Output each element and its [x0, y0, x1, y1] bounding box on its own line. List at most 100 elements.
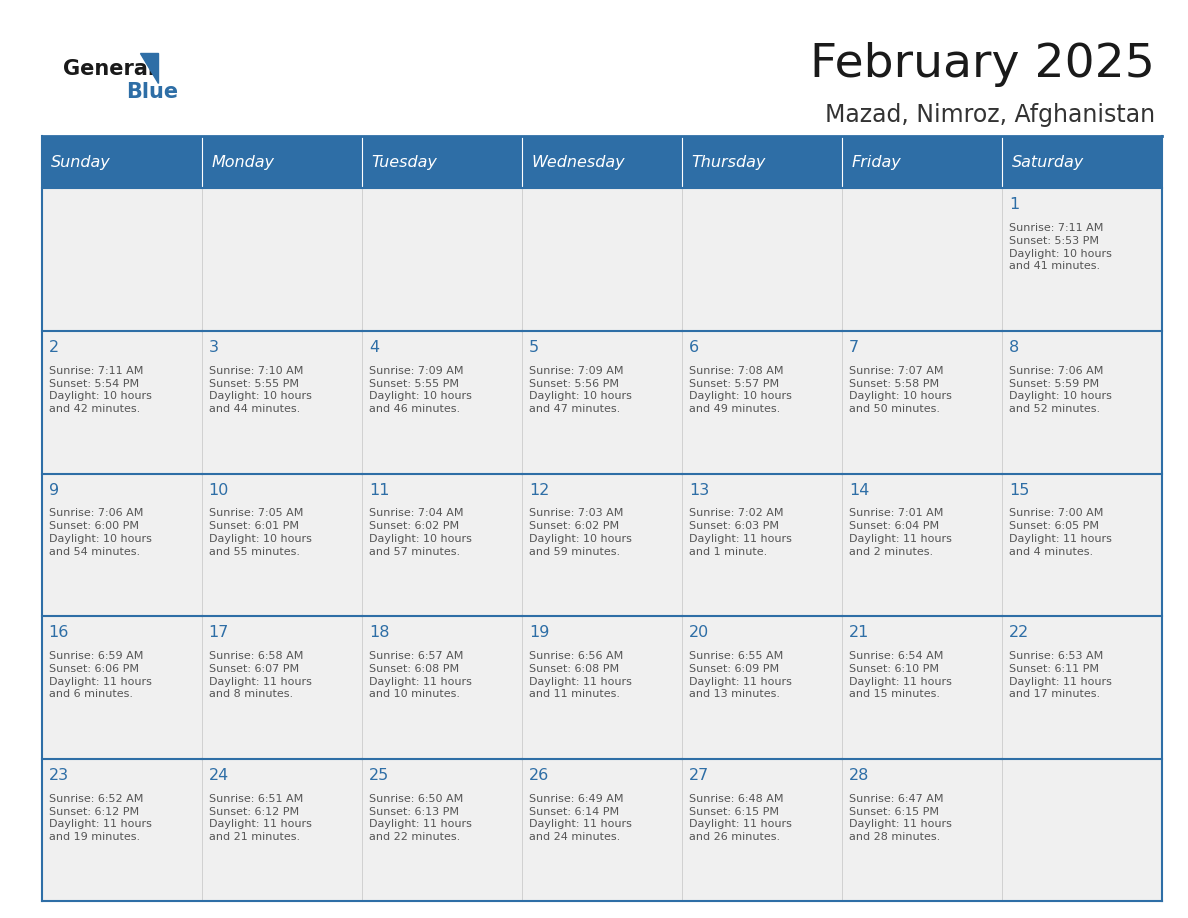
Bar [42, 759, 202, 901]
Text: Sunrise: 7:00 AM
Sunset: 6:05 PM
Daylight: 11 hours
and 4 minutes.: Sunrise: 7:00 AM Sunset: 6:05 PM Dayligh… [1009, 509, 1112, 557]
Bar [842, 474, 1001, 616]
Text: 11: 11 [368, 483, 390, 498]
Text: Sunrise: 6:49 AM
Sunset: 6:14 PM
Daylight: 11 hours
and 24 minutes.: Sunrise: 6:49 AM Sunset: 6:14 PM Dayligh… [529, 794, 632, 842]
Text: Blue: Blue [126, 82, 178, 102]
Bar [842, 759, 1001, 901]
Bar [842, 188, 1001, 330]
Bar [361, 330, 522, 474]
Text: Sunrise: 7:04 AM
Sunset: 6:02 PM
Daylight: 10 hours
and 57 minutes.: Sunrise: 7:04 AM Sunset: 6:02 PM Dayligh… [368, 509, 472, 557]
Text: Sunrise: 7:09 AM
Sunset: 5:56 PM
Daylight: 10 hours
and 47 minutes.: Sunrise: 7:09 AM Sunset: 5:56 PM Dayligh… [529, 365, 632, 414]
Text: Sunrise: 7:03 AM
Sunset: 6:02 PM
Daylight: 10 hours
and 59 minutes.: Sunrise: 7:03 AM Sunset: 6:02 PM Dayligh… [529, 509, 632, 557]
Text: 25: 25 [368, 768, 388, 783]
Text: 8: 8 [1009, 340, 1019, 355]
Text: Mazad, Nimroz, Afghanistan: Mazad, Nimroz, Afghanistan [824, 103, 1155, 127]
Text: Sunrise: 6:50 AM
Sunset: 6:13 PM
Daylight: 11 hours
and 22 minutes.: Sunrise: 6:50 AM Sunset: 6:13 PM Dayligh… [368, 794, 472, 842]
Bar [202, 136, 361, 188]
Bar [522, 616, 682, 759]
Text: 22: 22 [1009, 625, 1029, 641]
Text: Sunrise: 6:51 AM
Sunset: 6:12 PM
Daylight: 11 hours
and 21 minutes.: Sunrise: 6:51 AM Sunset: 6:12 PM Dayligh… [209, 794, 311, 842]
Text: 17: 17 [209, 625, 229, 641]
Bar [842, 616, 1001, 759]
Text: Sunday: Sunday [51, 154, 110, 170]
Text: 28: 28 [849, 768, 870, 783]
Bar [682, 136, 842, 188]
Text: 14: 14 [849, 483, 870, 498]
Text: Sunrise: 6:58 AM
Sunset: 6:07 PM
Daylight: 11 hours
and 8 minutes.: Sunrise: 6:58 AM Sunset: 6:07 PM Dayligh… [209, 651, 311, 700]
Bar [202, 474, 361, 616]
Text: 5: 5 [529, 340, 539, 355]
Text: 23: 23 [49, 768, 69, 783]
Bar [361, 188, 522, 330]
Text: Tuesday: Tuesday [372, 154, 437, 170]
Text: 1: 1 [1009, 197, 1019, 212]
Bar [842, 136, 1001, 188]
Bar [361, 474, 522, 616]
Bar [202, 330, 361, 474]
Bar [522, 188, 682, 330]
Bar [202, 759, 361, 901]
Bar [682, 474, 842, 616]
Text: 16: 16 [49, 625, 69, 641]
Polygon shape [140, 53, 158, 83]
Text: Sunrise: 7:05 AM
Sunset: 6:01 PM
Daylight: 10 hours
and 55 minutes.: Sunrise: 7:05 AM Sunset: 6:01 PM Dayligh… [209, 509, 311, 557]
Text: Sunrise: 6:59 AM
Sunset: 6:06 PM
Daylight: 11 hours
and 6 minutes.: Sunrise: 6:59 AM Sunset: 6:06 PM Dayligh… [49, 651, 152, 700]
Bar [1001, 616, 1162, 759]
Bar [682, 188, 842, 330]
Bar [361, 759, 522, 901]
Bar [522, 474, 682, 616]
Text: February 2025: February 2025 [810, 41, 1155, 87]
Text: 2: 2 [49, 340, 59, 355]
Text: 21: 21 [849, 625, 870, 641]
Text: 6: 6 [689, 340, 699, 355]
Text: Sunrise: 7:07 AM
Sunset: 5:58 PM
Daylight: 10 hours
and 50 minutes.: Sunrise: 7:07 AM Sunset: 5:58 PM Dayligh… [849, 365, 952, 414]
Text: Sunrise: 7:10 AM
Sunset: 5:55 PM
Daylight: 10 hours
and 44 minutes.: Sunrise: 7:10 AM Sunset: 5:55 PM Dayligh… [209, 365, 311, 414]
Text: Sunrise: 6:57 AM
Sunset: 6:08 PM
Daylight: 11 hours
and 10 minutes.: Sunrise: 6:57 AM Sunset: 6:08 PM Dayligh… [368, 651, 472, 700]
Bar [522, 759, 682, 901]
Bar [682, 616, 842, 759]
Bar [42, 136, 202, 188]
Text: Wednesday: Wednesday [531, 154, 625, 170]
Text: Sunrise: 6:55 AM
Sunset: 6:09 PM
Daylight: 11 hours
and 13 minutes.: Sunrise: 6:55 AM Sunset: 6:09 PM Dayligh… [689, 651, 791, 700]
Text: Sunrise: 7:11 AM
Sunset: 5:53 PM
Daylight: 10 hours
and 41 minutes.: Sunrise: 7:11 AM Sunset: 5:53 PM Dayligh… [1009, 223, 1112, 272]
Text: 7: 7 [849, 340, 859, 355]
Bar [42, 188, 202, 330]
Text: 24: 24 [209, 768, 229, 783]
Text: 19: 19 [529, 625, 549, 641]
Text: 26: 26 [529, 768, 549, 783]
Bar [842, 330, 1001, 474]
Text: 9: 9 [49, 483, 59, 498]
Text: 12: 12 [529, 483, 549, 498]
Bar [1001, 759, 1162, 901]
Bar [1001, 474, 1162, 616]
Text: Sunrise: 6:52 AM
Sunset: 6:12 PM
Daylight: 11 hours
and 19 minutes.: Sunrise: 6:52 AM Sunset: 6:12 PM Dayligh… [49, 794, 152, 842]
Bar [1001, 188, 1162, 330]
Bar [522, 136, 682, 188]
Text: Sunrise: 7:11 AM
Sunset: 5:54 PM
Daylight: 10 hours
and 42 minutes.: Sunrise: 7:11 AM Sunset: 5:54 PM Dayligh… [49, 365, 152, 414]
Text: 18: 18 [368, 625, 390, 641]
Bar [1001, 330, 1162, 474]
Bar [202, 616, 361, 759]
Bar [1001, 136, 1162, 188]
Text: Sunrise: 7:06 AM
Sunset: 5:59 PM
Daylight: 10 hours
and 52 minutes.: Sunrise: 7:06 AM Sunset: 5:59 PM Dayligh… [1009, 365, 1112, 414]
Bar [42, 330, 202, 474]
Text: Monday: Monday [211, 154, 274, 170]
Bar [42, 616, 202, 759]
Text: Sunrise: 7:02 AM
Sunset: 6:03 PM
Daylight: 11 hours
and 1 minute.: Sunrise: 7:02 AM Sunset: 6:03 PM Dayligh… [689, 509, 791, 557]
Text: Sunrise: 7:01 AM
Sunset: 6:04 PM
Daylight: 11 hours
and 2 minutes.: Sunrise: 7:01 AM Sunset: 6:04 PM Dayligh… [849, 509, 952, 557]
Text: 10: 10 [209, 483, 229, 498]
Text: Sunrise: 7:09 AM
Sunset: 5:55 PM
Daylight: 10 hours
and 46 minutes.: Sunrise: 7:09 AM Sunset: 5:55 PM Dayligh… [368, 365, 472, 414]
Text: 20: 20 [689, 625, 709, 641]
Text: 27: 27 [689, 768, 709, 783]
Text: Thursday: Thursday [691, 154, 766, 170]
Text: Sunrise: 6:48 AM
Sunset: 6:15 PM
Daylight: 11 hours
and 26 minutes.: Sunrise: 6:48 AM Sunset: 6:15 PM Dayligh… [689, 794, 791, 842]
Bar [682, 759, 842, 901]
Text: General: General [63, 59, 154, 79]
Text: Sunrise: 6:56 AM
Sunset: 6:08 PM
Daylight: 11 hours
and 11 minutes.: Sunrise: 6:56 AM Sunset: 6:08 PM Dayligh… [529, 651, 632, 700]
Text: Sunrise: 6:53 AM
Sunset: 6:11 PM
Daylight: 11 hours
and 17 minutes.: Sunrise: 6:53 AM Sunset: 6:11 PM Dayligh… [1009, 651, 1112, 700]
Bar [361, 616, 522, 759]
Bar [202, 188, 361, 330]
Text: Sunrise: 7:06 AM
Sunset: 6:00 PM
Daylight: 10 hours
and 54 minutes.: Sunrise: 7:06 AM Sunset: 6:00 PM Dayligh… [49, 509, 152, 557]
Text: 3: 3 [209, 340, 219, 355]
Bar [682, 330, 842, 474]
Bar [361, 136, 522, 188]
